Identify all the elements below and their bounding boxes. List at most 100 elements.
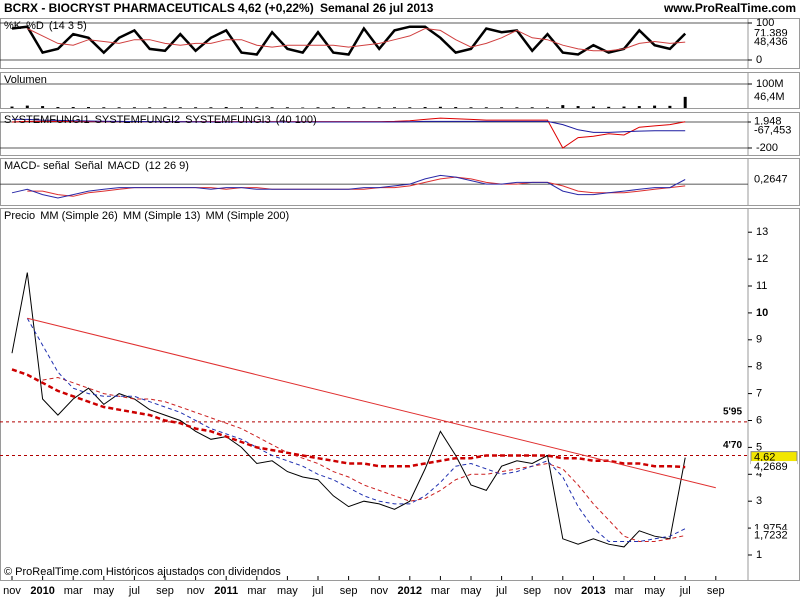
legend-entry: Precio xyxy=(4,210,35,222)
volume-bar xyxy=(423,107,427,108)
x-tick-label: 2010 xyxy=(30,585,54,597)
value-box-label: 48,436 xyxy=(754,36,788,48)
x-tick-label: nov xyxy=(370,585,388,597)
x-tick-label: 2012 xyxy=(398,585,422,597)
volume-bar xyxy=(362,107,366,108)
y-tick-label: 5 xyxy=(756,441,762,453)
x-tick-label: jul xyxy=(679,585,691,597)
plot-area xyxy=(0,83,748,108)
legend-entry: SYSTEMFUNGI3 xyxy=(185,114,271,126)
series-line xyxy=(11,174,686,199)
legend-entry: MM (Simple 13) xyxy=(123,210,201,222)
value-box-label: -67,453 xyxy=(754,125,791,137)
volume-bar xyxy=(347,107,351,108)
price: 4,62 (+0,22%) xyxy=(238,1,314,15)
volume-bar xyxy=(377,107,381,108)
volume-bar xyxy=(194,107,198,108)
legend-entry: %D xyxy=(26,20,44,32)
x-tick-label: sep xyxy=(707,585,725,597)
value-box xyxy=(751,115,797,128)
x-tick-label: sep xyxy=(523,585,541,597)
x-tick-label: sep xyxy=(156,585,174,597)
y-tick-label: 100M xyxy=(756,78,784,90)
volume-bar xyxy=(454,107,458,108)
series-line xyxy=(42,376,686,542)
level-label: 5'95 xyxy=(723,406,743,417)
value-box xyxy=(751,90,797,103)
value-box xyxy=(751,529,797,542)
volume-bar xyxy=(178,107,182,108)
x-tick-label: 2013 xyxy=(581,585,605,597)
x-tick-label: may xyxy=(461,585,482,597)
value-box-label: 46,4M xyxy=(754,91,785,103)
volume-bar xyxy=(255,107,259,108)
volume-bar xyxy=(331,107,335,108)
volume-bar xyxy=(285,107,289,108)
x-tick-label: sep xyxy=(340,585,358,597)
volume-bar xyxy=(117,107,121,108)
x-tick-label: jul xyxy=(311,585,323,597)
value-box xyxy=(751,36,797,49)
x-tick-label: 2011 xyxy=(214,585,238,597)
value-box xyxy=(751,173,797,186)
y-tick-label: 10 xyxy=(756,307,768,319)
volume-bar xyxy=(530,107,534,108)
volume-bar xyxy=(41,106,45,108)
volume-bar xyxy=(209,107,213,108)
legend-entry: Volumen xyxy=(4,74,47,86)
series-line xyxy=(26,318,686,542)
volume-bar xyxy=(25,105,29,108)
y-tick-label: 12 xyxy=(756,253,768,265)
x-tick-label: mar xyxy=(64,585,83,597)
y-tick-label: 1 xyxy=(756,549,762,561)
y-tick-label: 0 xyxy=(756,54,762,66)
legend-entry: %K xyxy=(4,20,22,32)
series-line xyxy=(11,272,686,548)
plot-area xyxy=(0,272,748,548)
x-tick-label: may xyxy=(93,585,114,597)
legend-entry: (14 3 5) xyxy=(49,20,87,32)
footer: © ProRealTime.com Históricos ajustados c… xyxy=(4,566,281,578)
y-tick-label: 11 xyxy=(756,280,767,292)
volume-bar xyxy=(316,107,320,108)
volume-bar xyxy=(500,107,504,108)
x-tick-label: nov xyxy=(554,585,572,597)
y-tick-label: 6 xyxy=(756,414,762,426)
volume-bar xyxy=(438,106,442,108)
volume-bar xyxy=(637,106,641,108)
volume-bar xyxy=(71,107,75,108)
legend-entry: Señal xyxy=(74,160,102,172)
x-tick-label: nov xyxy=(187,585,205,597)
volume-bar xyxy=(668,105,672,108)
value-box-label: 0,2647 xyxy=(754,173,788,185)
y-tick-label: 100 xyxy=(756,17,774,29)
period: Semanal 26 jul 2013 xyxy=(320,1,434,15)
volume-bar xyxy=(270,107,274,108)
volume-bar xyxy=(56,107,60,108)
volume-bar xyxy=(683,96,687,108)
y-tick-label: 4 xyxy=(756,468,762,480)
x-tick-label: may xyxy=(277,585,298,597)
volume-bar xyxy=(561,105,565,108)
y-tick-label: 3 xyxy=(756,495,762,507)
volume-bar xyxy=(515,107,519,108)
x-tick-label: mar xyxy=(247,585,266,597)
x-tick-label: nov xyxy=(3,585,21,597)
y-tick-label: -200 xyxy=(756,142,778,154)
volume-bar xyxy=(393,107,396,108)
series-line xyxy=(11,368,686,469)
legend-entry: (40 100) xyxy=(276,114,317,126)
legend-entry: MACD- señal xyxy=(4,160,69,172)
plot-area xyxy=(0,22,748,61)
legend-entry: MACD xyxy=(108,160,140,172)
value-box xyxy=(751,124,797,137)
legend-entry: MM (Simple 26) xyxy=(40,210,118,222)
value-box-label: 1,948 xyxy=(754,116,782,128)
volume-bar xyxy=(653,105,657,108)
volume-bar xyxy=(240,107,243,108)
x-tick-label: jul xyxy=(495,585,507,597)
value-box-label: 4,2689 xyxy=(754,461,788,473)
volume-bar xyxy=(622,106,626,108)
